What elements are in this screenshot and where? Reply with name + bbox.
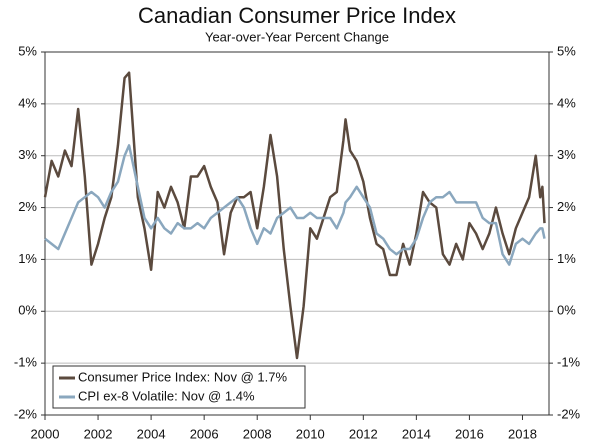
- legend-label: CPI ex-8 Volatile: Nov @ 1.4%: [78, 388, 255, 403]
- x-tick-label: 2004: [137, 426, 166, 441]
- x-tick-label: 2016: [455, 426, 484, 441]
- y-tick-label: 1%: [18, 251, 37, 266]
- y2-tick-label: -2%: [557, 406, 581, 421]
- x-tick-label: 2018: [508, 426, 537, 441]
- x-tick-label: 2012: [349, 426, 378, 441]
- y-tick-label: 5%: [18, 43, 37, 58]
- x-tick-label: 2010: [296, 426, 325, 441]
- y-tick-label: 4%: [18, 95, 37, 110]
- legend-label: Consumer Price Index: Nov @ 1.7%: [78, 369, 287, 384]
- y2-tick-label: 0%: [557, 303, 576, 318]
- y2-tick-label: 4%: [557, 95, 576, 110]
- y2-tick-label: 1%: [557, 251, 576, 266]
- x-tick-label: 2002: [84, 426, 113, 441]
- y2-tick-label: 3%: [557, 147, 576, 162]
- x-tick-label: 2000: [31, 426, 60, 441]
- y-tick-label: -1%: [14, 355, 38, 370]
- x-tick-label: 2008: [243, 426, 272, 441]
- y2-tick-label: -1%: [557, 355, 581, 370]
- y-tick-label: 0%: [18, 303, 37, 318]
- chart-subtitle: Year-over-Year Percent Change: [205, 29, 389, 44]
- y2-tick-label: 2%: [557, 199, 576, 214]
- y-tick-label: -2%: [14, 406, 38, 421]
- y2-tick-label: 5%: [557, 43, 576, 58]
- plot-frame: [44, 51, 550, 416]
- x-tick-label: 2006: [190, 426, 219, 441]
- line-series: [43, 71, 546, 360]
- chart-title: Canadian Consumer Price Index: [138, 3, 456, 28]
- legend-box: [52, 365, 306, 409]
- x-tick-label: 2014: [402, 426, 431, 441]
- y-tick-label: 2%: [18, 199, 37, 214]
- y-tick-label: 3%: [18, 147, 37, 162]
- line-series: [44, 144, 546, 266]
